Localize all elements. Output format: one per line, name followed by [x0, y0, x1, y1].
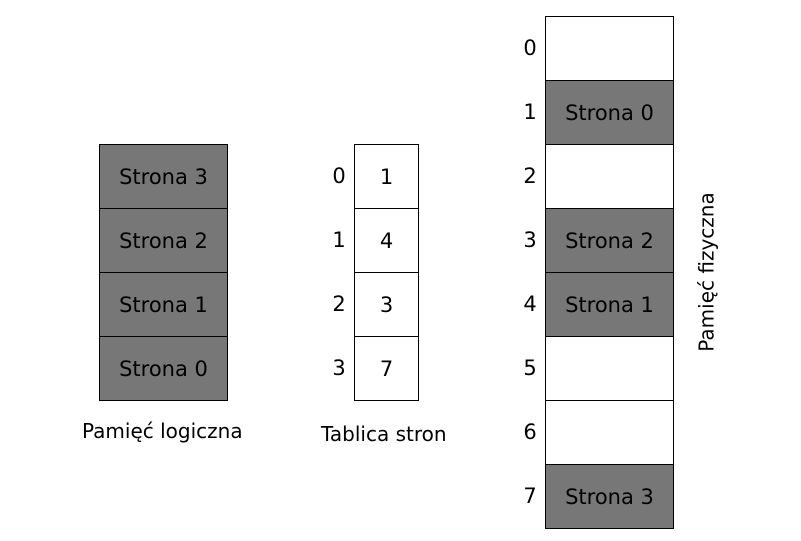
- physical-frame-cell: Strona 1: [545, 272, 674, 337]
- logical-page-cell: Strona 0: [99, 336, 228, 401]
- physical-frame-index: 2: [523, 164, 537, 188]
- physical-frame-cell: [545, 336, 674, 401]
- physical-frame-cell: Strona 2: [545, 208, 674, 273]
- page-table-caption: Tablica stron: [321, 422, 447, 446]
- page-table-frame-cell: 1: [354, 144, 419, 209]
- physical-frame-cell: [545, 16, 674, 81]
- logical-memory-caption: Pamięć logiczna: [82, 419, 243, 443]
- physical-frame-cell: [545, 400, 674, 465]
- physical-frame-cell: Strona 3: [545, 464, 674, 529]
- physical-memory-caption: Pamięć fizyczna: [694, 192, 719, 352]
- physical-frame-cell: Strona 0: [545, 80, 674, 145]
- physical-frame-index: 3: [523, 228, 537, 252]
- logical-page-cell: Strona 3: [99, 144, 228, 209]
- physical-frame-index: 4: [523, 292, 537, 316]
- page-table-index: 3: [332, 356, 346, 380]
- logical-page-cell: Strona 1: [99, 272, 228, 337]
- page-table-index: 2: [332, 292, 346, 316]
- physical-frame-cell: [545, 144, 674, 209]
- physical-frame-index: 1: [523, 100, 537, 124]
- physical-frame-index: 7: [523, 484, 537, 508]
- logical-page-cell: Strona 2: [99, 208, 228, 273]
- page-table-frame-cell: 7: [354, 336, 419, 401]
- page-table-index: 1: [332, 228, 346, 252]
- physical-frame-index: 0: [523, 36, 537, 60]
- page-table-frame-cell: 3: [354, 272, 419, 337]
- physical-frame-index: 5: [523, 356, 537, 380]
- page-table-frame-cell: 4: [354, 208, 419, 273]
- page-table-index: 0: [332, 164, 346, 188]
- physical-frame-index: 6: [523, 420, 537, 444]
